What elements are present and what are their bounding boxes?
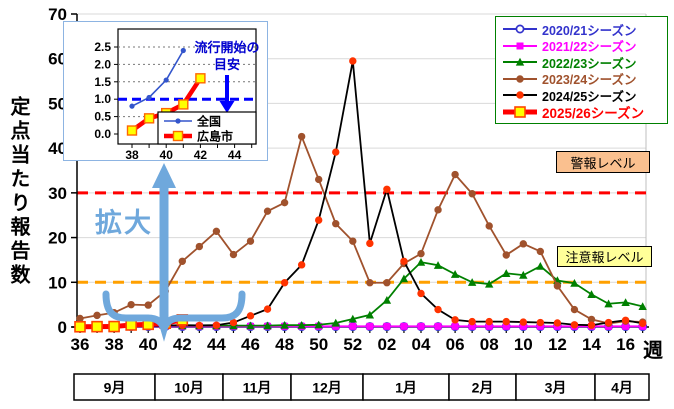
y-tick-label: 50 xyxy=(48,94,67,113)
inset-x-tick-label: 38 xyxy=(125,148,139,160)
inset-annotation: 目安 xyxy=(214,57,240,72)
y-tick-label: 0 xyxy=(58,318,67,337)
x-tick-label: 52 xyxy=(343,335,362,354)
x-tick-label: 12 xyxy=(548,335,567,354)
x-tick-label: 14 xyxy=(582,335,601,354)
month-cell xyxy=(222,373,292,401)
legend-item: 2024/25シーズン xyxy=(502,87,665,104)
x-tick-label: 06 xyxy=(446,335,465,354)
legend-item: 2023/24シーズン xyxy=(502,71,665,88)
zoom-brace xyxy=(102,163,246,342)
y-axis-title: 定点当たり報告数 xyxy=(7,96,29,288)
month-cell xyxy=(290,373,364,401)
legend-marker-icon xyxy=(503,42,537,50)
advisory-level-badge: 注意報レベル xyxy=(557,246,652,267)
month-label: 2月 xyxy=(472,380,494,396)
alert-level-badge: 警報レベル xyxy=(556,151,650,173)
x-tick-label: 42 xyxy=(173,335,192,354)
x-tick-label: 46 xyxy=(241,335,260,354)
inset-y-tick-label: 0.5 xyxy=(94,110,111,124)
month-label: 11月 xyxy=(243,380,272,396)
legend-item: 2020/21シーズン xyxy=(502,21,665,38)
y-tick-label: 60 xyxy=(48,50,67,69)
legend-item-label: 2023/24シーズン xyxy=(542,73,637,88)
inset-legend-label: 全国 xyxy=(196,114,221,129)
inset-x-tick-label: 44 xyxy=(228,148,242,160)
month-cell xyxy=(515,373,596,401)
zoom-arrow-head xyxy=(152,163,176,188)
month-label: 9月 xyxy=(104,380,126,396)
x-tick-label: 44 xyxy=(207,335,226,354)
legend-marker-icon xyxy=(503,58,537,66)
inset-legend-label: 広島市 xyxy=(197,129,233,144)
y-tick-label: 40 xyxy=(48,139,67,158)
y-tick-label: 70 xyxy=(48,5,67,24)
inset-annotation: 流行開始の xyxy=(194,40,259,55)
month-label: 10月 xyxy=(174,380,204,396)
month-cell xyxy=(448,373,517,401)
inset-x-tick-label: 40 xyxy=(160,148,174,160)
y-tick-label: 30 xyxy=(48,184,67,203)
x-tick-label: 36 xyxy=(71,335,90,354)
x-tick-label: 48 xyxy=(275,335,294,354)
month-label: 12月 xyxy=(312,380,342,396)
month-label: 3月 xyxy=(545,380,567,396)
legend-item-label: 2025/26シーズン xyxy=(542,105,645,121)
inset-series-全国 xyxy=(129,47,186,109)
x-tick-label: 02 xyxy=(377,335,396,354)
inset-y-tick-label: 2.5 xyxy=(94,40,111,54)
x-tick-label: 16 xyxy=(616,335,635,354)
x-tick-label: 38 xyxy=(105,335,124,354)
inset-x-tick-label: 42 xyxy=(194,148,208,160)
x-tick-label: 04 xyxy=(412,335,431,354)
season-legend: 2020/21シーズン 2021/22シーズン 2022/23シーズン 2023/24… xyxy=(495,16,668,124)
legend-marker-icon xyxy=(503,24,537,34)
x-tick-label: 08 xyxy=(480,335,499,354)
legend-marker-icon xyxy=(503,91,537,99)
inset-y-tick-label: 0.0 xyxy=(94,127,111,141)
month-cell xyxy=(594,373,650,401)
x-tick-label: 50 xyxy=(309,335,328,354)
month-label: 1月 xyxy=(395,380,417,396)
legend-item: 2021/22シーズン xyxy=(502,38,665,55)
inset-y-tick-label: 1.0 xyxy=(94,92,111,106)
legend-item: 2025/26シーズン xyxy=(502,104,665,121)
month-label: 4月 xyxy=(611,380,633,396)
x-tick-label: 10 xyxy=(514,335,533,354)
y-tick-label: 20 xyxy=(48,229,67,248)
inset-zoom-chart: 0.0 0.5 1.0 1.5 2.0 2.5 38 40 42 44 流行開始の目安全国 広島市 xyxy=(63,21,268,162)
legend-item-label: 2024/25シーズン xyxy=(542,89,637,104)
x-tick-label: 40 xyxy=(139,335,158,354)
month-cell xyxy=(73,373,156,401)
legend-item: 2022/23シーズン xyxy=(502,54,665,71)
zoom-annotation-label: 拡大 xyxy=(95,208,153,238)
inset-y-tick-label: 2.0 xyxy=(94,57,111,71)
inset-y-tick-label: 1.5 xyxy=(94,75,111,89)
legend-item-label: 2020/21シーズン xyxy=(542,23,637,38)
legend-item-label: 2021/22シーズン xyxy=(542,40,637,55)
legend-marker-icon xyxy=(503,105,537,118)
legend-marker-icon xyxy=(503,75,537,83)
x-axis-unit-label: 週 xyxy=(643,340,663,362)
legend-item-label: 2022/23シーズン xyxy=(542,56,637,71)
y-tick-label: 10 xyxy=(48,273,67,292)
